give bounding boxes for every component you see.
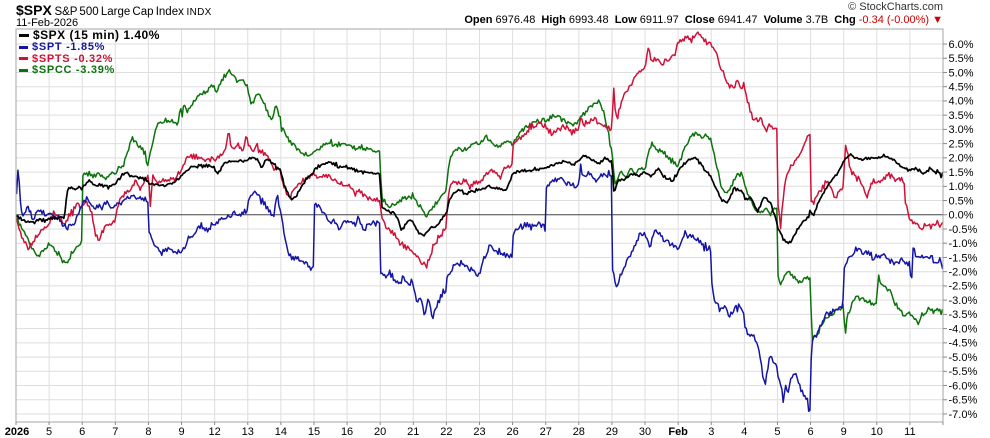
- svg-text:6: 6: [79, 426, 85, 438]
- svg-text:0.5%: 0.5%: [949, 195, 974, 207]
- svg-text:30: 30: [639, 426, 651, 438]
- svg-text:5: 5: [774, 426, 780, 438]
- svg-text:22: 22: [440, 426, 452, 438]
- svg-text:-6.0%: -6.0%: [949, 380, 978, 392]
- svg-text:1.0%: 1.0%: [949, 181, 974, 193]
- svg-text:-7.0%: -7.0%: [949, 409, 978, 421]
- svg-text:9: 9: [841, 426, 847, 438]
- svg-text:27: 27: [540, 426, 552, 438]
- svg-text:15: 15: [308, 426, 320, 438]
- svg-text:26: 26: [506, 426, 518, 438]
- svg-text:20: 20: [374, 426, 386, 438]
- svg-text:4.0%: 4.0%: [949, 96, 974, 108]
- svg-text:3: 3: [708, 426, 714, 438]
- svg-text:6.0%: 6.0%: [949, 39, 974, 51]
- svg-text:3.5%: 3.5%: [949, 110, 974, 122]
- svg-text:-5.0%: -5.0%: [949, 352, 978, 364]
- svg-text:23: 23: [473, 426, 485, 438]
- svg-text:-4.0%: -4.0%: [949, 323, 978, 335]
- svg-text:-2.5%: -2.5%: [949, 281, 978, 293]
- svg-text:-3.0%: -3.0%: [949, 295, 978, 307]
- svg-text:-6.5%: -6.5%: [949, 395, 978, 407]
- svg-text:5.5%: 5.5%: [949, 53, 974, 65]
- svg-text:4: 4: [741, 426, 747, 438]
- svg-text:-1.5%: -1.5%: [949, 252, 978, 264]
- svg-text:12: 12: [209, 426, 221, 438]
- svg-text:2.0%: 2.0%: [949, 153, 974, 165]
- svg-text:-1.0%: -1.0%: [949, 238, 978, 250]
- svg-text:5.0%: 5.0%: [949, 67, 974, 79]
- svg-text:-4.5%: -4.5%: [949, 338, 978, 350]
- svg-text:2026: 2026: [5, 426, 29, 438]
- svg-text:-3.5%: -3.5%: [949, 309, 978, 321]
- svg-text:28: 28: [573, 426, 585, 438]
- svg-text:16: 16: [341, 426, 353, 438]
- svg-text:29: 29: [606, 426, 618, 438]
- svg-text:1.5%: 1.5%: [949, 167, 974, 179]
- svg-text:8: 8: [145, 426, 151, 438]
- svg-text:6: 6: [808, 426, 814, 438]
- svg-text:-5.5%: -5.5%: [949, 366, 978, 378]
- svg-text:4.5%: 4.5%: [949, 81, 974, 93]
- svg-text:7: 7: [112, 426, 118, 438]
- svg-text:14: 14: [275, 426, 287, 438]
- svg-text:2.5%: 2.5%: [949, 138, 974, 150]
- svg-text:11: 11: [904, 426, 915, 438]
- svg-text:0.0%: 0.0%: [949, 210, 974, 222]
- svg-text:3.0%: 3.0%: [949, 124, 974, 136]
- svg-text:Feb: Feb: [668, 426, 688, 438]
- svg-text:21: 21: [407, 426, 419, 438]
- svg-text:-2.0%: -2.0%: [949, 266, 978, 278]
- svg-text:10: 10: [871, 426, 883, 438]
- svg-text:9: 9: [178, 426, 184, 438]
- svg-text:5: 5: [46, 426, 52, 438]
- svg-text:13: 13: [242, 426, 254, 438]
- svg-text:-0.5%: -0.5%: [949, 224, 978, 236]
